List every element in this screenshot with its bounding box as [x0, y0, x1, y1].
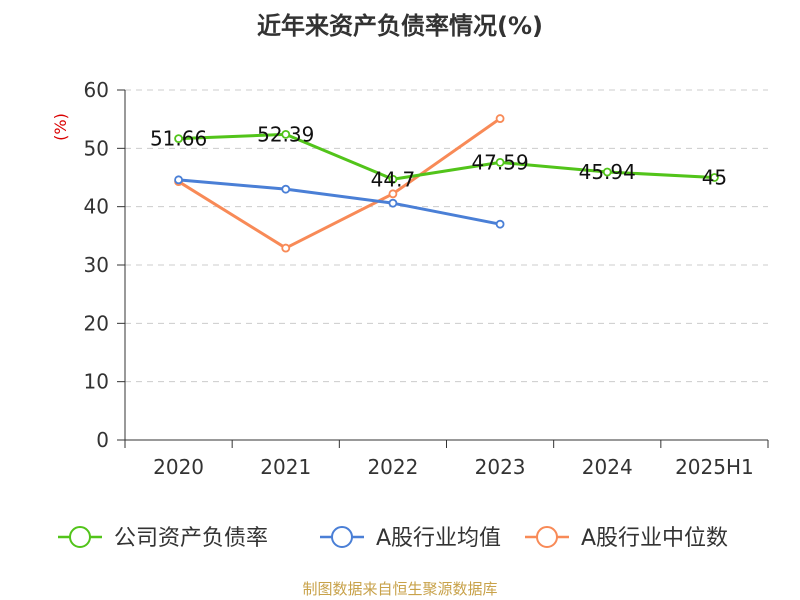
legend-item[interactable]: 公司资产负债率 — [58, 526, 268, 551]
data-label: 52.39 — [257, 122, 314, 146]
data-point — [495, 219, 505, 229]
legend-item[interactable]: A股行业中位数 — [525, 526, 728, 551]
legend-label: 公司资产负债率 — [114, 526, 268, 551]
legend-label: A股行业均值 — [376, 526, 501, 551]
axes: 0 10 20 30 40 50 60 2020 2021 2022 2023 2024 2025H1 (… — [51, 78, 769, 479]
x-tick-label: 2025H1 — [675, 455, 754, 479]
y-axis-unit: (%) — [51, 113, 70, 141]
data-point — [388, 189, 398, 199]
x-tick-label: 2020 — [153, 455, 204, 479]
grid-lines — [125, 89, 768, 383]
data-point — [495, 157, 505, 167]
data-label: 45.94 — [579, 160, 636, 184]
data-point — [174, 134, 183, 144]
data-point — [281, 243, 291, 253]
y-tick-label: 50 — [84, 136, 109, 160]
x-tick-label: 2021 — [260, 455, 311, 479]
series-line — [178, 132, 715, 181]
chart-title: 近年来资产负债率情况(%) — [257, 12, 543, 40]
legend-marker — [331, 526, 353, 548]
legend-label: A股行业中位数 — [581, 526, 728, 551]
data-label: 51.66 — [150, 127, 207, 151]
series-lines — [174, 114, 719, 253]
y-tick-label: 0 — [96, 428, 109, 452]
y-tick-label: 30 — [84, 253, 109, 277]
series-line — [178, 178, 501, 226]
x-tick-label: 2024 — [582, 455, 633, 479]
data-label: 47.59 — [471, 150, 528, 174]
legend-marker — [69, 526, 91, 548]
data-point — [710, 173, 719, 182]
y-tick-label: 20 — [84, 311, 109, 335]
y-tick-label: 10 — [84, 370, 109, 394]
data-label: 45 — [702, 166, 727, 190]
x-tick-label: 2023 — [475, 455, 526, 479]
source-note: 制图数据来自恒生聚源数据库 — [302, 580, 498, 598]
legend[interactable]: 公司资产负债率 A股行业均值 A股行业中位数 — [58, 526, 728, 551]
legend-marker — [536, 526, 558, 548]
data-point — [281, 129, 291, 139]
data-point — [495, 114, 505, 123]
data-point — [602, 167, 612, 177]
legend-item[interactable]: A股行业均值 — [320, 526, 501, 551]
series-line — [177, 117, 501, 250]
data-label: 44.7 — [371, 167, 416, 191]
y-tick-label: 60 — [84, 78, 109, 102]
data-point — [281, 184, 291, 194]
data-point — [174, 175, 183, 185]
y-tick-label: 40 — [84, 195, 109, 219]
data-labels: 51.66 52.39 44.7 47.59 45.94 45 — [150, 122, 727, 191]
x-tick-label: 2022 — [367, 455, 418, 479]
data-point — [388, 174, 398, 184]
data-point — [388, 198, 398, 208]
